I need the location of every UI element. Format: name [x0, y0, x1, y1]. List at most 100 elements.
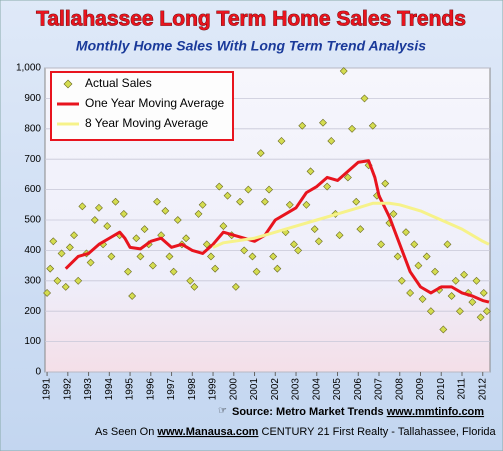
x-tick-label: 1998: [187, 378, 198, 401]
x-tick-label: 1994: [104, 378, 115, 401]
data-point: [132, 234, 141, 243]
data-point: [269, 252, 278, 261]
y-tick-label: 900: [24, 93, 41, 104]
data-point: [90, 216, 99, 224]
data-point: [360, 94, 369, 103]
data-point: [410, 240, 419, 249]
x-tick-label: 2011: [457, 378, 468, 400]
data-point: [57, 249, 66, 258]
chart-subtitle: Monthly Home Sales With Long Term Trend …: [76, 38, 426, 54]
data-point: [169, 267, 178, 276]
x-tick-label: 2012: [477, 378, 488, 401]
data-point: [290, 240, 298, 249]
x-tick-label: 2008: [394, 378, 405, 401]
data-point: [49, 237, 58, 246]
data-point: [402, 228, 410, 237]
legend-box: [50, 71, 234, 141]
y-tick-label: 600: [24, 184, 41, 195]
data-point: [186, 276, 195, 285]
data-point: [482, 307, 491, 316]
data-point: [377, 240, 386, 249]
x-tick-label: 2005: [332, 378, 343, 401]
data-point: [389, 209, 398, 218]
data-point: [140, 225, 149, 234]
data-point: [422, 252, 431, 261]
data-point: [285, 200, 294, 209]
data-point: [256, 149, 265, 158]
data-point: [103, 222, 112, 231]
data-point: [352, 197, 361, 206]
data-point: [327, 137, 336, 145]
source-url[interactable]: www.mmtinfo.com: [386, 406, 485, 418]
data-point: [306, 167, 315, 176]
x-tick-label: 2006: [353, 378, 364, 401]
data-point: [335, 231, 344, 240]
data-point: [223, 191, 232, 200]
data-point: [78, 202, 87, 211]
credit-url[interactable]: www.Manausa.com: [156, 426, 258, 438]
data-point: [472, 276, 481, 285]
data-point: [236, 197, 244, 206]
data-point: [165, 252, 174, 261]
y-tick-label: 0: [35, 367, 41, 378]
data-point: [65, 243, 74, 252]
data-point: [406, 289, 415, 297]
y-tick-label: 500: [24, 215, 41, 226]
data-point: [343, 173, 352, 182]
y-tick-label: 300: [24, 275, 41, 286]
source-name: Metro Market Trends: [276, 406, 384, 418]
data-point: [348, 124, 356, 133]
y-tick-label: 700: [24, 154, 41, 165]
data-point: [451, 276, 460, 285]
x-tick-label: 1999: [208, 378, 219, 401]
y-tick-label: 100: [24, 336, 41, 347]
data-point: [302, 200, 311, 209]
data-point: [248, 252, 257, 261]
data-point: [265, 185, 273, 194]
x-tick-label: 2007: [374, 378, 385, 401]
pointer-icon: ☞: [218, 406, 227, 417]
x-tick-label: 2002: [270, 378, 281, 401]
data-point: [252, 267, 261, 276]
trend-line: [64, 159, 490, 304]
x-tick-label: 1997: [166, 378, 177, 401]
credit-text: CENTURY 21 First Realty - Tallahassee, F…: [262, 426, 497, 438]
data-point: [119, 209, 128, 218]
data-point: [460, 270, 468, 279]
data-point: [207, 252, 215, 261]
data-point: [161, 206, 170, 215]
data-point: [381, 179, 390, 188]
y-tick-label: 1,000: [16, 63, 41, 74]
data-point: [479, 289, 488, 297]
data-point: [240, 246, 249, 255]
data-point: [95, 203, 103, 212]
x-tick-label: 2003: [291, 378, 302, 401]
x-tick-label: 1992: [62, 378, 73, 401]
data-point: [476, 313, 485, 322]
data-point: [323, 182, 332, 191]
data-point: [273, 264, 282, 273]
x-tick-label: 2001: [249, 378, 260, 401]
trend-line: [212, 201, 490, 249]
data-point: [107, 252, 116, 261]
data-point: [70, 231, 78, 240]
credit: As Seen On www.Manausa.com CENTURY 21 Fi…: [95, 426, 497, 438]
credit-label: As Seen On: [95, 426, 154, 438]
data-point: [61, 282, 70, 291]
data-point: [74, 276, 83, 285]
data-point: [148, 261, 157, 270]
data-point: [310, 225, 319, 234]
data-point: [43, 289, 51, 297]
data-point: [414, 261, 423, 270]
x-tick-label: 1996: [145, 378, 156, 401]
data-point: [339, 67, 348, 75]
x-tick-label: 1991: [42, 378, 53, 401]
data-point: [86, 258, 95, 267]
x-tick-label: 1995: [125, 378, 136, 401]
source-label: Source:: [232, 406, 273, 418]
y-tick-label: 200: [24, 306, 41, 317]
y-tick-label: 800: [24, 123, 41, 134]
data-point: [468, 298, 477, 307]
data-point: [215, 182, 224, 191]
